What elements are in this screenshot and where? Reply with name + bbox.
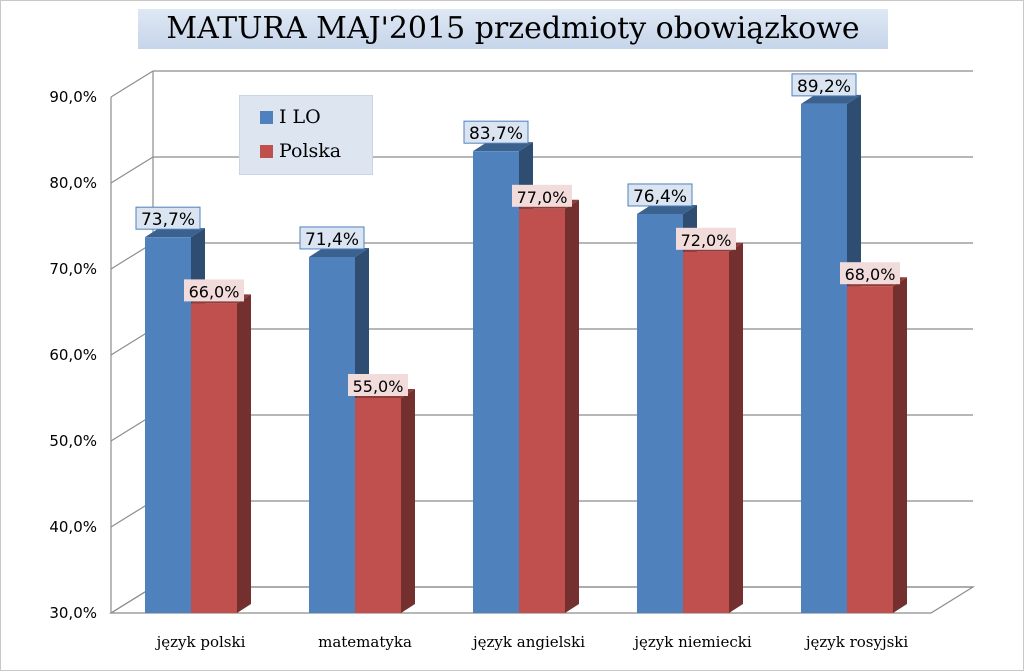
- data-label-i-lo: 76,4%: [627, 183, 693, 207]
- data-label-box: [512, 184, 572, 207]
- bar-side: [237, 294, 251, 613]
- chart-title: MATURA MAJ'2015 przedmioty obowiązkowe: [138, 9, 888, 49]
- bar-top: [473, 142, 533, 152]
- bar-front: [683, 251, 729, 614]
- data-label-box: [184, 279, 244, 302]
- data-label-polska: 72,0%: [676, 227, 736, 250]
- data-label-i-lo: 83,7%: [463, 120, 529, 144]
- data-label-text: 89,2%: [797, 77, 851, 97]
- bar-top: [309, 247, 369, 257]
- legend-swatch-i-lo: [260, 110, 273, 124]
- data-label-text: 55,0%: [353, 377, 404, 396]
- data-label-text: 76,4%: [633, 187, 687, 207]
- data-label-box: [463, 120, 529, 144]
- bar-polska: [191, 294, 251, 613]
- bar-side: [401, 389, 415, 613]
- bar-top: [145, 228, 205, 238]
- data-label-text: 71,4%: [305, 230, 359, 250]
- bar-side: [565, 199, 579, 614]
- bar-front: [355, 398, 401, 613]
- y-axis-ticks: 30,0% 40,0% 50,0% 60,0% 70,0% 80,0% 90,0%: [49, 88, 97, 622]
- x-tick-label: język rosyjski: [804, 633, 909, 651]
- data-label-i-lo: 73,7%: [135, 206, 201, 230]
- bar-polska: [519, 199, 579, 614]
- data-labels: 73,7% 66,0% 71,4% 55,0% 83,7% 77,0% 76,4% 72,0%…: [135, 73, 900, 396]
- data-label-text: 66,0%: [189, 282, 240, 301]
- x-tick-label: język angielski: [471, 633, 585, 651]
- data-label-polska: 77,0%: [512, 184, 572, 207]
- bar-polska: [847, 277, 907, 613]
- bar-front: [473, 151, 519, 613]
- y-tick-label: 50,0%: [49, 432, 97, 450]
- bars: [145, 94, 907, 614]
- x-tick-label: język niemiecki: [632, 633, 751, 651]
- data-label-box: [676, 227, 736, 250]
- x-tick-label: język polski: [155, 633, 246, 651]
- bar-front: [801, 103, 847, 613]
- bar-front: [191, 303, 237, 613]
- bar-side: [893, 277, 907, 613]
- bar-polska: [355, 389, 415, 613]
- data-label-i-lo: 71,4%: [299, 226, 365, 250]
- y-tick-label: 80,0%: [49, 174, 97, 192]
- data-label-box: [348, 374, 408, 396]
- bar-i-lo: [309, 247, 369, 613]
- y-tick-label: 30,0%: [49, 604, 97, 622]
- legend-item-polska: Polska: [260, 138, 341, 164]
- bar-top: [637, 204, 697, 214]
- data-label-text: 83,7%: [469, 124, 523, 144]
- legend-label-polska: Polska: [279, 140, 342, 162]
- data-label-text: 72,0%: [681, 231, 732, 250]
- data-label-text: 73,7%: [141, 210, 195, 230]
- bar-top: [801, 94, 861, 104]
- x-tick-label: matematyka: [318, 633, 412, 651]
- legend: I LO Polska: [239, 95, 373, 175]
- data-label-box: [299, 226, 365, 250]
- data-label-text: 77,0%: [517, 188, 568, 207]
- legend-item-i-lo: I LO: [260, 104, 321, 130]
- y-tick-label: 70,0%: [49, 260, 97, 278]
- bar-front: [309, 256, 355, 613]
- legend-swatch-polska: [260, 144, 273, 158]
- gridline-diagonal: [110, 70, 154, 98]
- data-label-box: [627, 183, 693, 207]
- data-label-box: [791, 73, 857, 97]
- y-tick-label: 90,0%: [49, 88, 97, 106]
- gridline-diagonal: [110, 156, 154, 184]
- y-tick-label: 40,0%: [49, 518, 97, 536]
- bar-side: [729, 242, 743, 614]
- bar-front: [145, 237, 191, 613]
- legend-label-i-lo: I LO: [279, 106, 321, 128]
- x-axis-ticks: język polski matematyka język angielski jęz…: [155, 633, 909, 651]
- data-label-text: 68,0%: [845, 265, 896, 284]
- data-label-polska: 66,0%: [184, 279, 244, 302]
- bar-front: [847, 286, 893, 613]
- data-label-polska: 55,0%: [348, 374, 408, 396]
- bar-front: [519, 208, 565, 614]
- bar-front: [637, 213, 683, 613]
- data-label-box: [135, 206, 201, 230]
- data-label-polska: 68,0%: [840, 262, 900, 285]
- bar-polska: [683, 242, 743, 614]
- y-tick-label: 60,0%: [49, 346, 97, 364]
- data-label-i-lo: 89,2%: [791, 73, 857, 97]
- data-label-box: [840, 262, 900, 285]
